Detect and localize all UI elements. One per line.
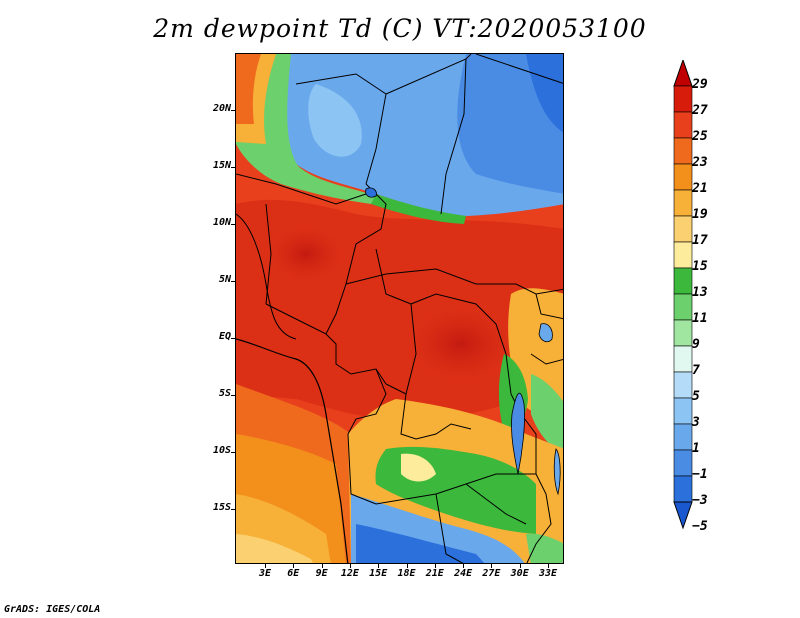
longitude-label: 24E [454,568,473,579]
colorbar-label: 23 [692,155,708,170]
field-sw-yellow [236,534,313,563]
colorbar-swatch [673,189,693,217]
field-kalahari-deep [356,524,485,563]
colorbar-label: 21 [692,181,708,196]
colorbar-label: 3 [692,415,700,430]
longitude-label: 21E [425,568,444,579]
map-field [236,54,563,563]
latitude-tick [231,281,236,282]
lake-malawi [553,448,561,496]
lake-victoria [538,323,553,343]
dewpoint-map [235,53,564,564]
latitude-label: 5S [218,388,231,399]
colorbar-bottom-arrow [673,501,693,530]
longitude-tick [548,563,549,568]
latitude-tick [231,395,236,396]
latitude-tick [231,110,236,111]
colorbar-swatch [673,293,693,321]
colorbar-label: 25 [692,129,708,144]
longitude-label: 12E [340,568,359,579]
colorbar-label: 17 [692,233,708,248]
colorbar-label: 11 [692,311,708,326]
colorbar-label: −5 [692,519,708,534]
colorbar-swatch [673,85,693,113]
latitude-label: 15N [212,160,231,171]
colorbar-label: 7 [692,363,700,378]
colorbar-label: 27 [692,103,708,118]
longitude-tick [265,563,266,568]
latitude-label: 5N [218,274,231,285]
lake-tanganyika [511,392,525,475]
colorbar-swatch [673,397,693,425]
longitude-label: 3E [258,568,272,579]
field-se-green [526,533,563,563]
longitude-tick [321,563,323,568]
colorbar-label: 29 [692,77,708,92]
latitude-tick [231,167,236,168]
field-south-yellow [401,453,436,482]
longitude-tick [406,563,408,568]
colorbar-swatch [673,267,693,295]
colorbar-swatch [673,371,693,399]
latitude-label: 10N [212,217,231,228]
footer-credit: GrADS: IGES/COLA [4,604,101,615]
colorbar-swatch [673,137,693,165]
colorbar-swatch [673,319,693,347]
colorbar-swatch [673,345,693,373]
colorbar-swatch [673,423,693,451]
lake-chad [365,187,377,198]
colorbar-top-arrow [673,60,693,87]
longitude-tick [434,563,436,568]
longitude-label: 18E [397,568,416,579]
longitude-tick [463,563,465,568]
colorbar-label: −3 [692,493,708,508]
longitude-label: 33E [538,568,558,579]
colorbar-swatch [673,241,693,269]
field-sahel-line [371,194,466,224]
latitude-tick [231,224,236,225]
field-sahara-light [308,84,362,157]
field-nw-orange [236,54,261,124]
colorbar-label: 19 [692,207,708,222]
longitude-label: 9E [315,568,328,579]
colorbar-swatch [673,475,693,503]
colorbar-swatch [673,449,693,477]
longitude-tick [491,563,493,568]
latitude-label: 20N [212,103,231,114]
longitude-label: 27E [482,568,501,579]
field-east-green [531,374,563,454]
colorbar-swatch [673,163,693,191]
latitude-label: 15S [212,502,231,513]
longitude-label: 6E [287,568,300,579]
colorbar-swatch [673,215,693,243]
colorbar [673,60,693,530]
colorbar-swatch [673,111,693,139]
field-nigeria-hot [266,224,346,284]
colorbar-label: 9 [692,337,700,352]
colorbar-label: 15 [692,259,708,274]
longitude-tick [293,563,295,568]
field-sahel-green [236,54,376,204]
colorbar-label: 1 [692,441,700,456]
field-congo-hot [406,304,516,384]
longitude-label: 15E [369,568,388,579]
map-title: 2m dewpoint Td (C) VT:2020053100 [153,14,647,43]
coastline-west [236,338,349,563]
latitude-tick [231,338,236,339]
longitude-label: 30E [510,568,529,579]
longitude-tick [519,563,521,568]
colorbar-label: −1 [692,467,708,482]
latitude-tick [231,509,236,510]
colorbar-label: 5 [692,389,700,404]
longitude-tick [378,563,380,568]
colorbar-label: 13 [692,285,708,300]
latitude-label: EQ [218,331,231,342]
latitude-tick [231,452,236,453]
longitude-tick [349,563,351,568]
coastline-gulf [236,213,297,340]
latitude-label: 10S [212,445,231,456]
